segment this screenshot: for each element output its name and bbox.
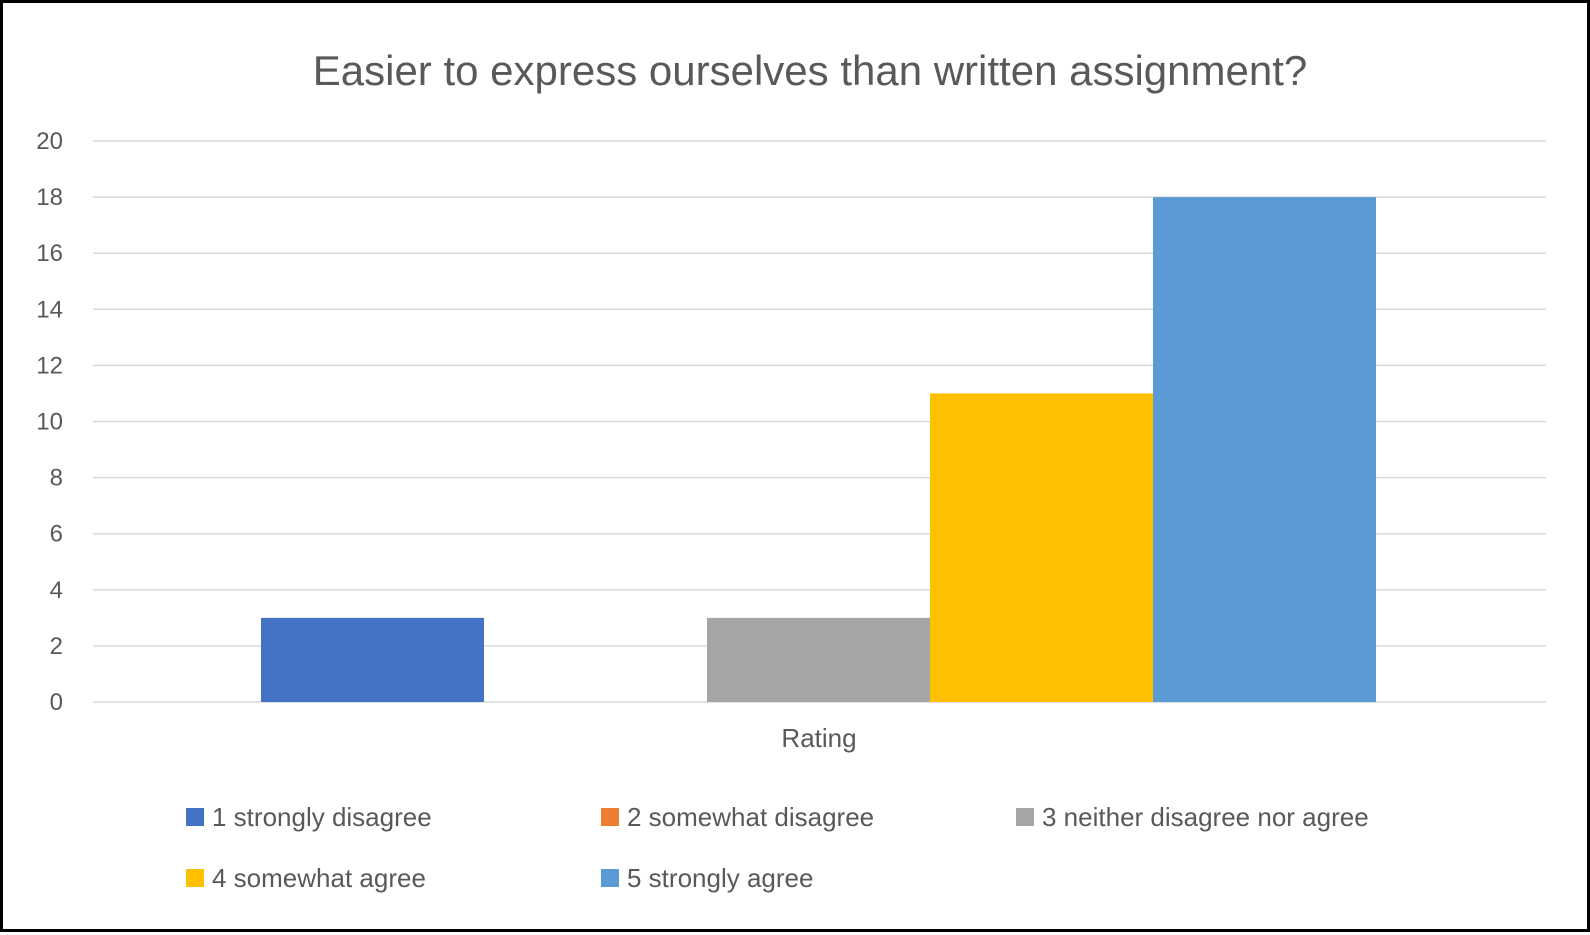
bar-1 — [261, 617, 484, 702]
legend-swatch — [186, 869, 204, 887]
y-tick-label: 0 — [50, 689, 63, 716]
y-tick-label: 14 — [36, 296, 63, 323]
x-axis-label: Rating — [781, 723, 856, 753]
chart-title: Easier to express ourselves than written… — [313, 47, 1308, 94]
legend-label: 3 neither disagree nor agree — [1042, 802, 1369, 832]
y-axis-ticks: 0 2 4 6 8 10 12 14 16 18 20 — [36, 128, 63, 716]
bar-4 — [930, 393, 1153, 702]
legend-label: 5 strongly agree — [627, 863, 813, 893]
y-tick-label: 20 — [36, 128, 63, 155]
y-tick-label: 2 — [50, 633, 63, 660]
y-tick-label: 16 — [36, 240, 63, 267]
y-tick-label: 8 — [50, 465, 63, 492]
legend-item-2: 2 somewhat disagree — [601, 802, 874, 832]
chart-canvas: Easier to express ourselves than written… — [36, 47, 1546, 893]
y-tick-label: 10 — [36, 409, 63, 436]
y-tick-label: 4 — [50, 577, 63, 604]
legend-item-4: 4 somewhat agree — [186, 863, 426, 893]
legend-item-5: 5 strongly agree — [601, 863, 813, 893]
legend-label: 2 somewhat disagree — [627, 802, 874, 832]
y-tick-label: 12 — [36, 352, 63, 379]
legend-swatch — [186, 808, 204, 826]
bars — [261, 197, 1376, 702]
legend-swatch — [1016, 808, 1034, 826]
bar-3 — [707, 617, 930, 702]
legend-swatch — [601, 869, 619, 887]
y-tick-label: 18 — [36, 184, 63, 211]
legend-item-1: 1 strongly disagree — [186, 802, 432, 832]
bar-5 — [1153, 197, 1376, 702]
legend-swatch — [601, 808, 619, 826]
legend-item-3: 3 neither disagree nor agree — [1016, 802, 1369, 832]
legend-label: 4 somewhat agree — [212, 863, 426, 893]
legend-label: 1 strongly disagree — [212, 802, 432, 832]
legend: 1 strongly disagree 2 somewhat disagree 3 … — [186, 802, 1369, 893]
y-tick-label: 6 — [50, 521, 63, 548]
